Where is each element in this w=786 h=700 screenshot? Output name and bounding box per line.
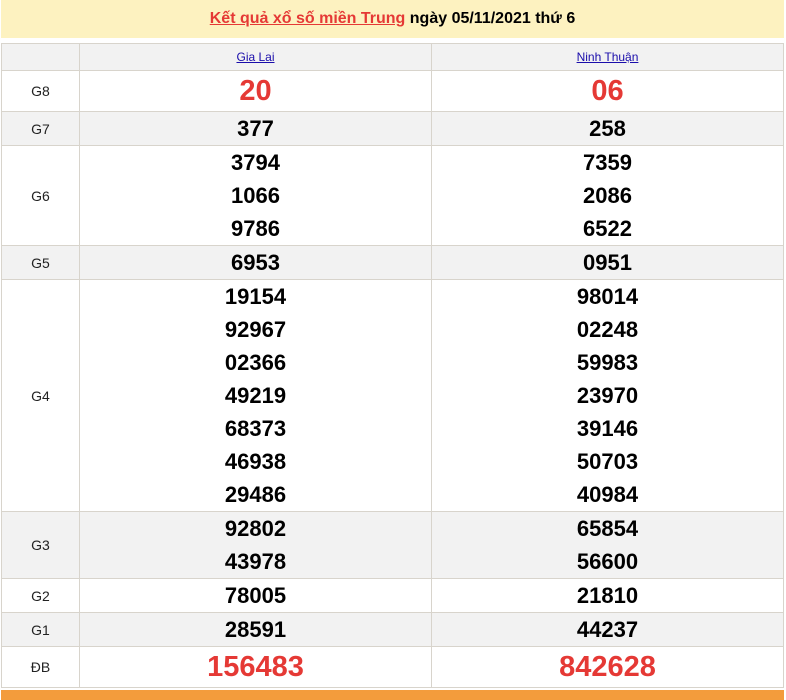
prize-row: G6 3794 1066 9786 7359 2086 6522	[1, 145, 784, 246]
prize-number: 56600	[576, 549, 639, 574]
date-text: ngày 05/11/2021 thứ 6	[405, 10, 576, 27]
results-table: Gia Lai Ninh Thuận G8 20 06 G7 377 258 G6 3794 1…	[1, 43, 784, 688]
prize-cell: 21810	[431, 578, 784, 613]
prize-number: 02248	[576, 317, 639, 342]
prize-number: 156483	[207, 651, 304, 683]
prize-row: G2 78005 21810	[1, 578, 784, 613]
prize-label: ĐB	[1, 646, 80, 688]
prize-row: G7 377 258	[1, 111, 784, 146]
prize-number: 0951	[583, 250, 632, 275]
prize-cell: 65854 56600	[431, 511, 784, 579]
prize-cell: 7359 2086 6522	[431, 145, 784, 246]
prize-number: 3794	[231, 150, 280, 175]
prize-number: 19154	[224, 284, 287, 309]
prize-cell: 842628	[431, 646, 784, 688]
prize-number: 1066	[231, 183, 280, 208]
prize-cell: 78005	[79, 578, 432, 613]
prize-number: 6522	[583, 216, 632, 241]
prize-number: 78005	[224, 583, 287, 608]
table-header-row: Gia Lai Ninh Thuận	[1, 43, 784, 71]
prize-number: 377	[237, 116, 274, 141]
prize-number: 02366	[224, 350, 287, 375]
prize-number: 39146	[576, 416, 639, 441]
prize-number: 92802	[224, 516, 287, 541]
prize-number: 842628	[559, 651, 656, 683]
prize-row: G8 20 06	[1, 70, 784, 112]
prize-number: 43978	[224, 549, 287, 574]
prize-number: 21810	[576, 583, 639, 608]
prize-cell: 98014 02248 59983 23970 39146 50703 40984	[431, 279, 784, 512]
prize-cell: 20	[79, 70, 432, 112]
mien-trung-link[interactable]: Kết quả xổ số miền Trung	[209, 10, 406, 27]
prize-cell: 6953	[79, 245, 432, 280]
prize-cell: 44237	[431, 612, 784, 647]
results-title: Kết quả xổ số miền Trung ngày 05/11/2021…	[1, 0, 784, 38]
prize-number: 44237	[576, 617, 639, 642]
prize-cell: 377	[79, 111, 432, 146]
prize-row: G3 92802 43978 65854 56600	[1, 511, 784, 579]
prize-cell: 92802 43978	[79, 511, 432, 579]
prize-label: G6	[1, 145, 80, 246]
prize-row: G5 6953 0951	[1, 245, 784, 280]
prize-label: G7	[1, 111, 80, 146]
prize-number: 68373	[224, 416, 287, 441]
prize-cell: 28591	[79, 612, 432, 647]
prize-cell: 3794 1066 9786	[79, 145, 432, 246]
prize-label: G2	[1, 578, 80, 613]
prize-label: G8	[1, 70, 80, 112]
corner-cell	[1, 43, 80, 71]
prize-label: G3	[1, 511, 80, 579]
prize-number: 65854	[576, 516, 639, 541]
prize-label: G4	[1, 279, 80, 512]
prize-cell: 0951	[431, 245, 784, 280]
prize-cell: 06	[431, 70, 784, 112]
province-header: Gia Lai	[79, 43, 432, 71]
prize-cell: 258	[431, 111, 784, 146]
prize-number: 9786	[231, 216, 280, 241]
prize-cell: 156483	[79, 646, 432, 688]
prize-number: 59983	[576, 350, 639, 375]
prize-number: 49219	[224, 383, 287, 408]
prize-number: 40984	[576, 482, 639, 507]
prize-number: 98014	[576, 284, 639, 309]
prize-label: G5	[1, 245, 80, 280]
prize-number: 92967	[224, 317, 287, 342]
province-header: Ninh Thuận	[431, 43, 784, 71]
prize-number: 28591	[224, 617, 287, 642]
prize-number: 23970	[576, 383, 639, 408]
prize-number: 06	[591, 75, 624, 107]
prize-row: G4 19154 92967 02366 49219 68373 46938 29486 980…	[1, 279, 784, 512]
footer-bar	[1, 690, 784, 700]
prize-number: 46938	[224, 449, 287, 474]
prize-row: ĐB 156483 842628	[1, 646, 784, 688]
prize-number: 7359	[583, 150, 632, 175]
province-link-ninh-thuan[interactable]: Ninh Thuận	[576, 50, 639, 64]
prize-number: 6953	[231, 250, 280, 275]
prize-number: 2086	[583, 183, 632, 208]
prize-cell: 19154 92967 02366 49219 68373 46938 29486	[79, 279, 432, 512]
prize-number: 20	[239, 75, 272, 107]
prize-number: 50703	[576, 449, 639, 474]
prize-number: 29486	[224, 482, 287, 507]
prize-label: G1	[1, 612, 80, 647]
prize-number: 258	[589, 116, 626, 141]
province-link-gia-lai[interactable]: Gia Lai	[236, 50, 275, 64]
prize-row: G1 28591 44237	[1, 612, 784, 647]
